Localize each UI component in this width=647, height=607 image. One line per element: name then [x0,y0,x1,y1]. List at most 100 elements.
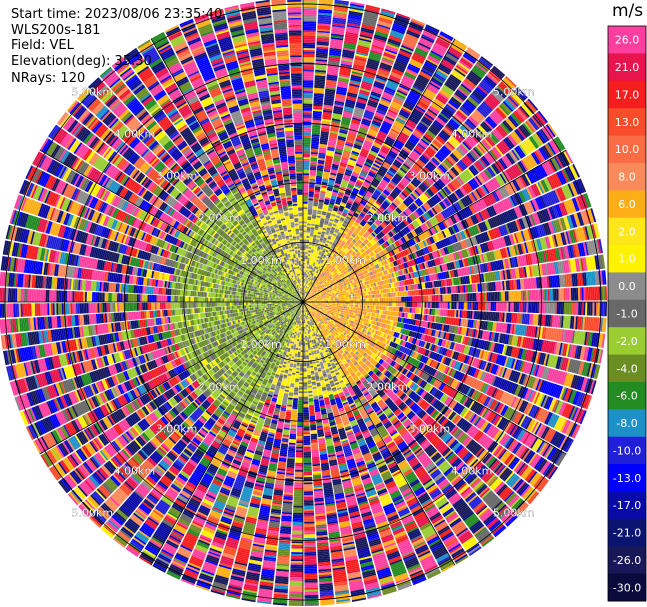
range-gate [304,280,306,283]
range-gate [318,12,332,16]
range-gate [303,184,309,186]
range-gate [303,262,305,265]
range-gate [354,296,357,299]
range-gate [315,66,327,69]
range-gate [318,154,326,158]
range-gate [316,34,330,37]
range-gate [303,60,315,63]
range-gate [314,78,326,82]
range-gate [311,218,316,221]
range-gate [303,32,316,35]
range-gate [303,226,307,229]
range-gate [310,250,314,253]
range-gate [317,166,324,170]
range-gate [317,18,332,21]
range-gate [325,296,328,299]
range-gate [305,282,307,285]
range-gate [303,284,305,286]
range-gate [329,297,332,300]
range-gate [314,84,325,87]
range-gate [309,173,316,176]
range-gate [311,144,319,148]
range-gate [306,277,309,280]
range-gate [305,257,308,260]
range-gate [308,196,314,199]
range-gate [314,191,320,195]
range-gate [323,101,334,104]
range-gate [332,22,346,27]
range-gate [307,273,309,276]
range-gate [308,272,311,275]
range-gate [315,186,321,189]
range-gate [305,255,308,258]
range-gate [305,259,308,262]
range-gate [345,299,348,302]
range-gate [315,179,322,182]
range-gate [314,85,325,89]
range-gate [312,128,321,132]
range-gate [329,53,341,57]
range-gate [336,300,339,302]
range-gate [317,27,331,30]
range-gate [305,252,308,254]
range-gate [308,191,314,194]
range-gate [319,143,328,147]
range-gate [340,297,343,300]
range-gate [313,98,324,101]
range-gate [309,236,313,239]
range-gate [307,207,313,210]
range-gate [352,296,355,300]
range-gate [372,294,375,298]
range-gate [311,249,314,252]
range-gate [308,268,310,271]
range-gate [303,205,308,208]
range-gate [308,205,313,208]
range-gate [333,300,336,302]
range-gate [313,103,323,107]
range-gate [303,71,314,74]
range-gate [318,152,326,156]
range-gate [303,287,305,290]
range-gate [341,295,344,298]
range-gate [309,180,316,183]
range-gate [321,124,330,127]
range-gate [315,300,318,302]
range-gate [315,57,328,60]
range-gate [333,12,348,16]
range-gate [306,266,309,269]
range-gate [322,115,332,119]
range-gate [303,160,310,163]
range-gate [317,163,325,166]
range-gate [309,169,317,173]
range-gate [327,69,339,73]
range-gate [315,69,327,73]
range-gate [370,294,373,299]
range-gate [309,239,313,242]
range-gate [304,284,306,287]
range-gate [303,189,309,192]
range-gate [342,299,345,302]
range-gate [310,256,313,259]
range-gate [308,203,313,206]
range-gate [303,203,308,206]
range-gate [313,107,323,110]
range-gate [322,111,332,115]
range-gate [303,87,314,90]
range-gate [303,78,314,81]
range-gate [303,244,306,247]
range-gate [309,168,317,171]
range-gate [329,51,342,55]
range-gate [328,56,341,60]
range-gate [310,153,318,157]
range-gate [303,48,315,51]
range-gate [309,177,316,180]
range-gate [303,225,307,227]
range-gate [326,299,328,301]
range-gate [303,264,305,267]
range-gate [317,32,330,36]
range-gate [310,225,315,228]
range-gate [327,67,339,71]
range-gate [304,289,306,292]
range-gate [303,198,308,201]
range-gate [309,243,312,246]
